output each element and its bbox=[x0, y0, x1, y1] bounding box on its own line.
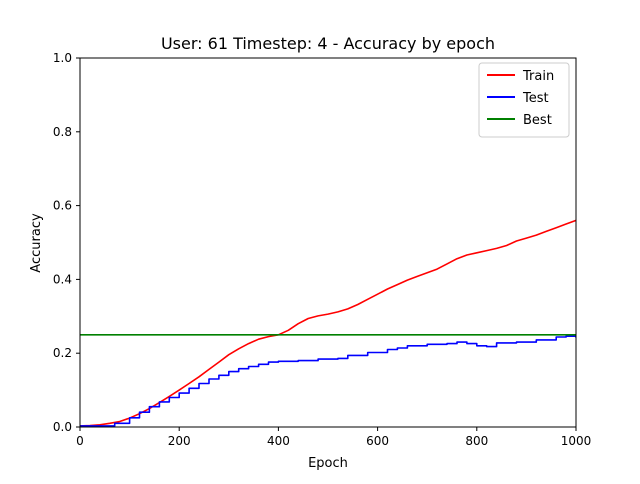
series-line-test bbox=[80, 335, 576, 427]
x-tick-label: 600 bbox=[366, 434, 389, 448]
y-tick-label: 0.0 bbox=[53, 420, 72, 434]
chart-title: User: 61 Timestep: 4 - Accuracy by epoch bbox=[161, 34, 495, 53]
legend-label-best: Best bbox=[523, 113, 552, 128]
series-group bbox=[80, 219, 576, 427]
series-line-train bbox=[80, 219, 576, 427]
legend-label-test: Test bbox=[522, 91, 549, 106]
legend: Train Test Best bbox=[478, 62, 570, 138]
y-tick-label: 0.6 bbox=[53, 199, 72, 213]
x-tick-label: 1000 bbox=[561, 434, 592, 448]
legend-label-train: Train bbox=[522, 69, 554, 84]
y-tick-label: 0.8 bbox=[53, 125, 72, 139]
y-tick-label: 1.0 bbox=[53, 51, 72, 65]
y-tick-label: 0.2 bbox=[53, 346, 72, 360]
y-tick-label: 0.4 bbox=[53, 272, 72, 286]
x-tick-label: 800 bbox=[465, 434, 488, 448]
x-axis-label: Epoch bbox=[308, 456, 348, 471]
y-axis-label: Accuracy bbox=[29, 213, 44, 273]
axes-frame bbox=[79, 57, 577, 428]
axes-layer: 0 200 400 600 800 1000 0.0 0.2 0.4 0.6 0.8 1.0 bbox=[53, 51, 591, 448]
x-tick-label: 200 bbox=[168, 434, 191, 448]
x-tick-label: 400 bbox=[267, 434, 290, 448]
x-tick-label: 0 bbox=[76, 434, 84, 448]
